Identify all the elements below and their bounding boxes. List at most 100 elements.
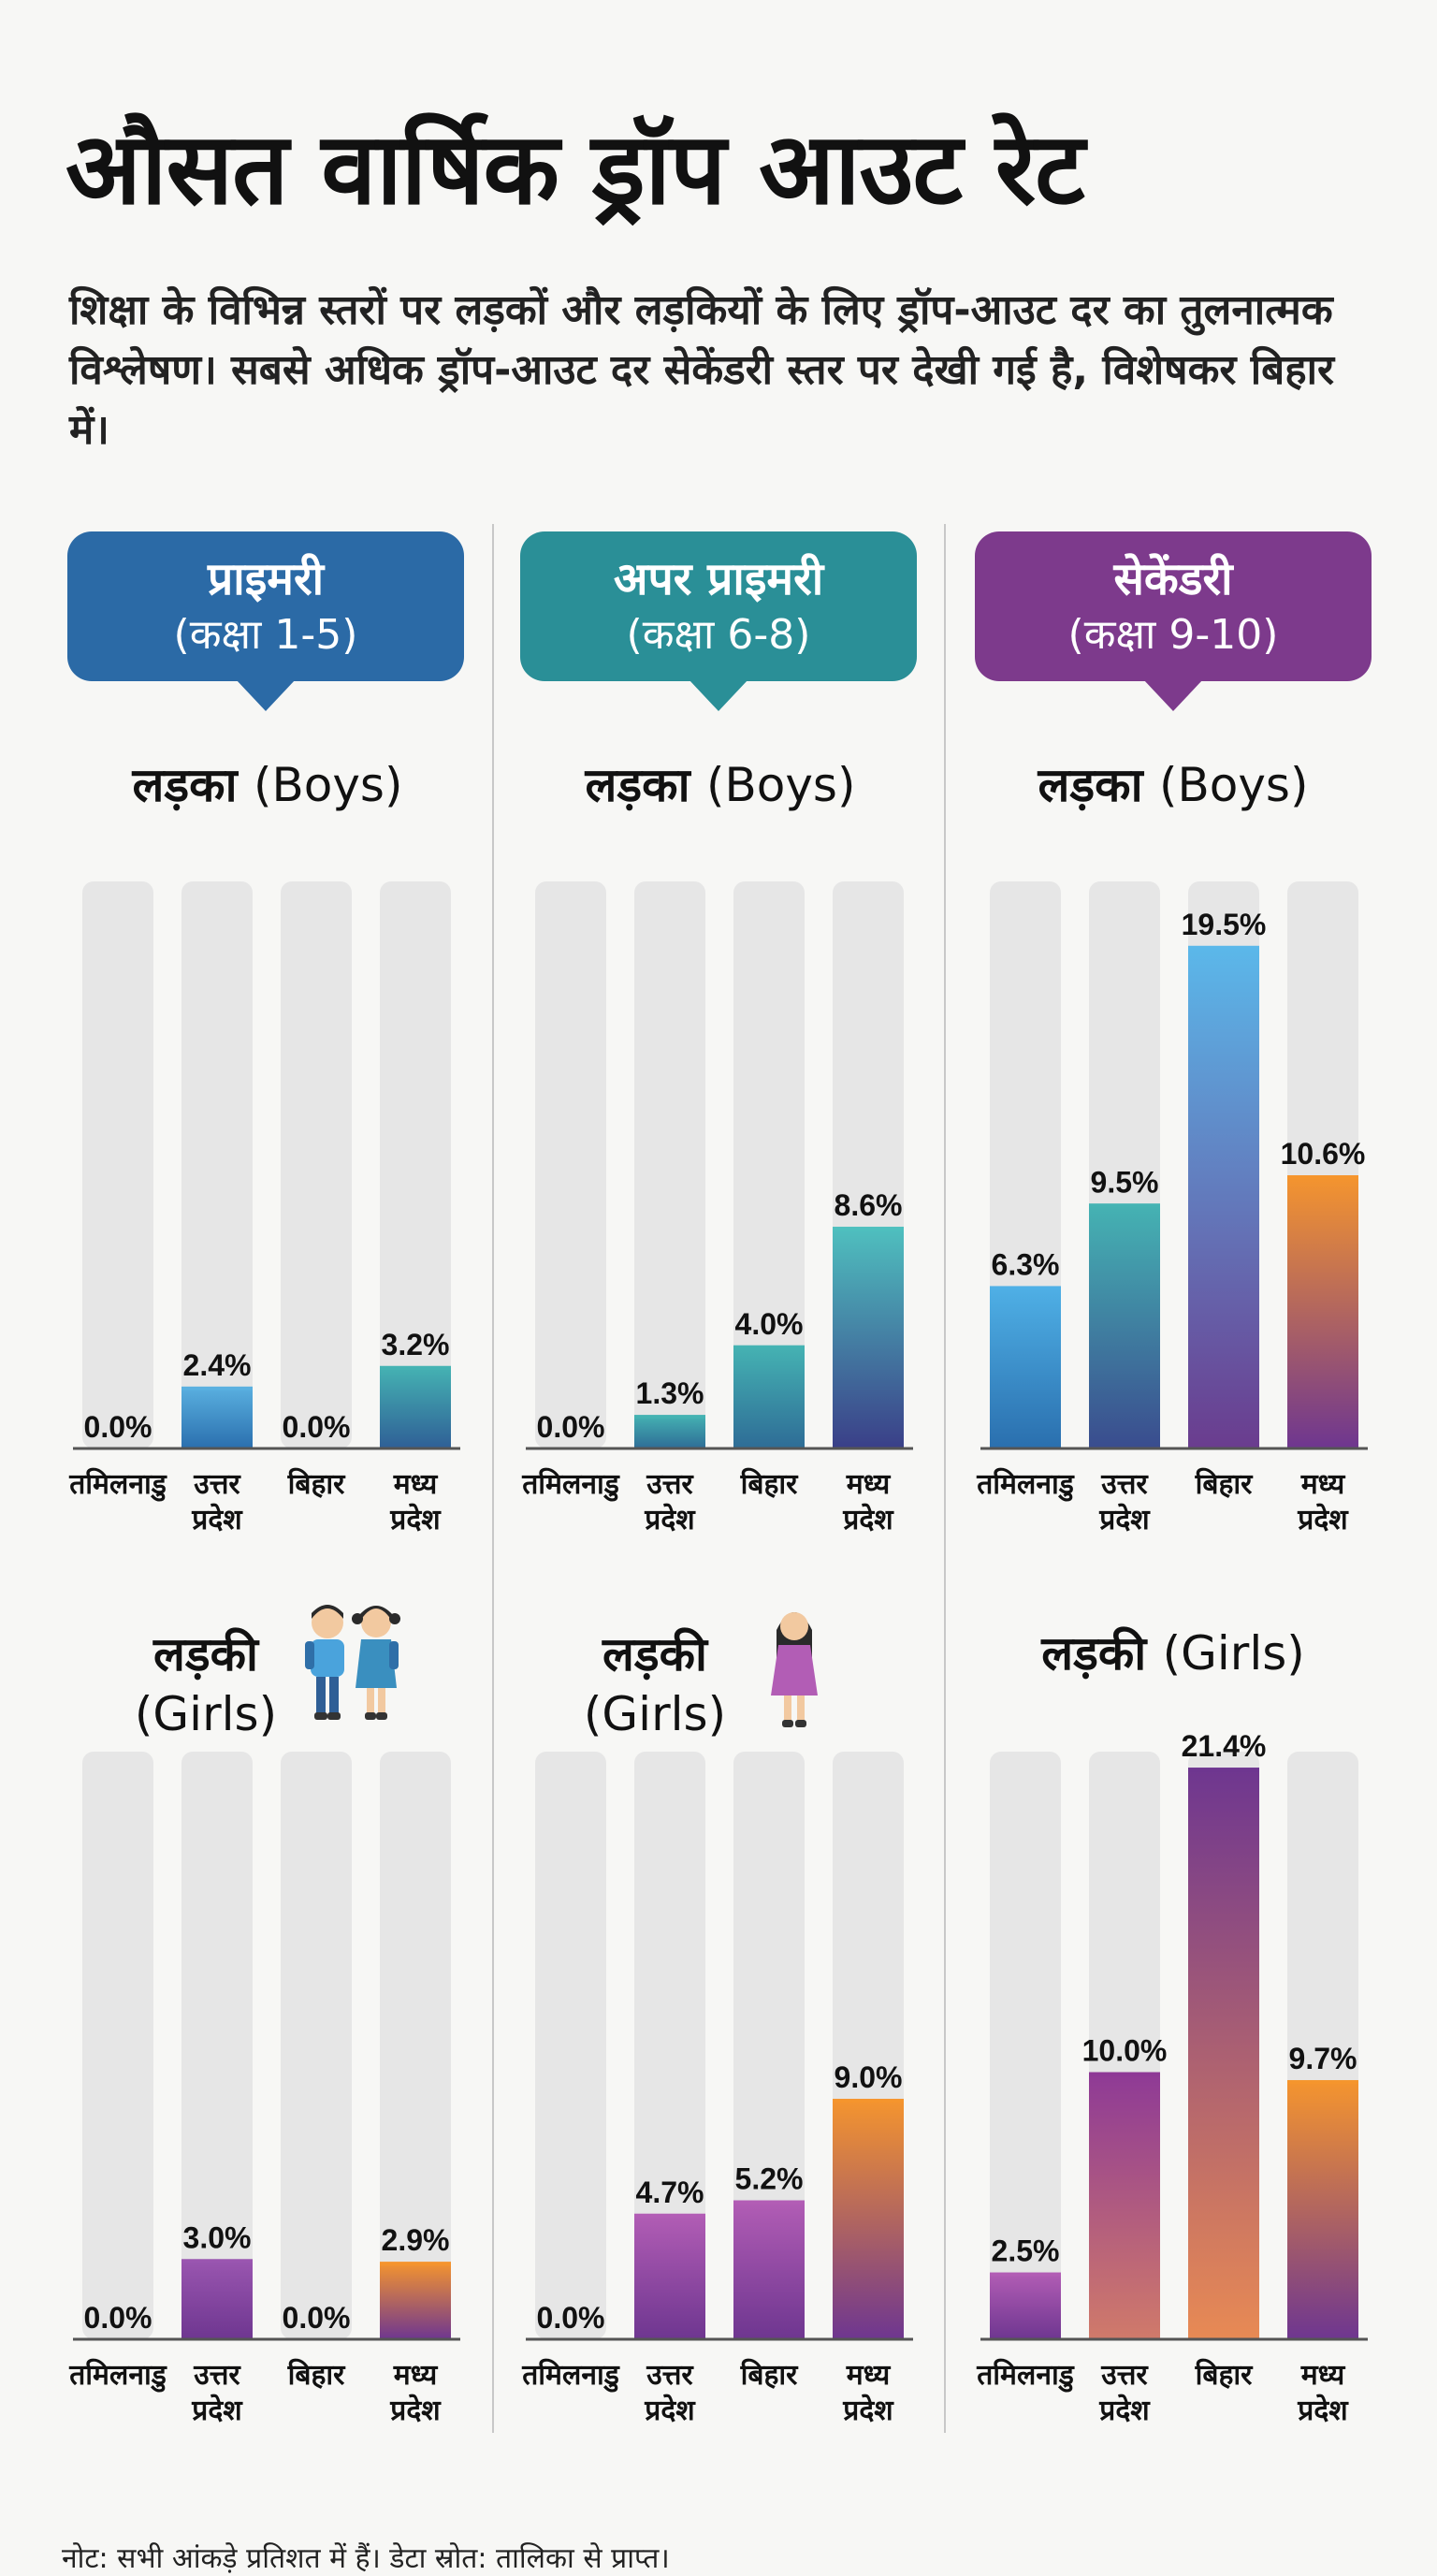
category-label: उत्तर (193, 1468, 241, 1501)
data-label: 10.6% (1281, 1137, 1366, 1171)
bar (634, 1415, 705, 1448)
bar (181, 2259, 253, 2339)
category-label: प्रदेश (1098, 2394, 1151, 2427)
bar-top-edge (1287, 2080, 1358, 2085)
bar (733, 2200, 805, 2339)
chart-panel: 2.5%तमिलनाडु10.0%उत्तरप्रदेश21.4%बिहार9.… (976, 1729, 1368, 2427)
column-divider (944, 524, 946, 2433)
bar-track (380, 1752, 451, 2339)
bar-top-edge (1188, 1768, 1259, 1772)
bar-top-edge (833, 1227, 904, 1231)
boys-label: लड़का (Boys) (1038, 758, 1309, 812)
bar-top-edge (1188, 945, 1259, 950)
bar (181, 1386, 253, 1448)
girls-label: लड़की (Girls) (1041, 1626, 1305, 1681)
page-title: औसत वार्षिक ड्रॉप आउट रेट (65, 111, 1085, 226)
bar (990, 1286, 1061, 1448)
data-label: 0.0% (537, 2301, 605, 2335)
bar-track (733, 1752, 805, 2339)
bar-track (380, 881, 451, 1448)
category-label: बिहार (1195, 1467, 1255, 1501)
girl-illustration-icon (771, 1612, 818, 1727)
level-subtitle: (कक्षा 6-8) (626, 611, 811, 659)
data-label: 4.0% (735, 1307, 804, 1341)
bar-top-edge (990, 2272, 1061, 2277)
bar-track (733, 881, 805, 1448)
category-label: मध्य (846, 1468, 892, 1501)
data-label: 2.5% (992, 2234, 1060, 2268)
category-label: प्रदेश (1297, 1503, 1349, 1536)
column-divider (492, 524, 494, 2433)
category-label: प्रदेश (842, 1503, 894, 1536)
category-label: बिहार (740, 1467, 800, 1501)
boys-label: लड़का (Boys) (132, 758, 403, 812)
category-label: मध्य (846, 2359, 892, 2392)
bar-top-edge (380, 1365, 451, 1370)
data-label: 9.5% (1091, 1165, 1159, 1199)
bar (634, 2213, 705, 2339)
category-label: मध्य (1300, 2359, 1346, 2392)
bar-top-edge (181, 2259, 253, 2263)
bar-top-edge (1089, 1203, 1160, 1208)
category-label: प्रदेश (644, 2394, 696, 2427)
girls-label: लड़की (Girls) (583, 1627, 727, 1741)
girls-label: लड़की (Girls) (134, 1627, 278, 1741)
data-label: 0.0% (537, 1410, 605, 1444)
bar-track (181, 881, 253, 1448)
boys-label: लड़का (Boys) (585, 758, 856, 812)
bar-top-edge (380, 2262, 451, 2266)
category-label: उत्तर (646, 1468, 694, 1501)
bar (380, 1365, 451, 1448)
bar-track (82, 881, 153, 1448)
bar (1089, 2072, 1160, 2339)
data-label: 9.0% (835, 2060, 903, 2094)
bar (833, 2099, 904, 2339)
chart-panel: 0.0%तमिलनाडु1.3%उत्तरप्रदेश4.0%बिहार8.6%… (521, 881, 913, 1536)
category-label: प्रदेश (1297, 2394, 1349, 2427)
bar-top-edge (181, 1386, 253, 1390)
category-label: प्रदेश (191, 2394, 243, 2427)
level-header-primary: प्राइमरी (कक्षा 1-5) (67, 531, 464, 711)
level-title: प्राइमरी (207, 553, 325, 605)
category-label: तमिलनाडु (976, 1467, 1075, 1502)
category-label: उत्तर (193, 2359, 241, 2392)
category-label: प्रदेश (644, 1503, 696, 1536)
level-subtitle: (कक्षा 9-10) (1067, 611, 1279, 659)
data-label: 0.0% (84, 1410, 152, 1444)
bar (380, 2262, 451, 2339)
category-label: मध्य (1300, 1468, 1346, 1501)
bar (733, 1345, 805, 1448)
level-header-upper-primary: अपर प्राइमरी (कक्षा 6-8) (520, 531, 917, 711)
category-label: बिहार (287, 2358, 347, 2392)
category-label: मध्य (393, 1468, 439, 1501)
data-label: 2.4% (183, 1348, 252, 1382)
bar (1089, 1203, 1160, 1448)
bar (1287, 2080, 1358, 2339)
bar-top-edge (990, 1286, 1061, 1290)
bar-track (634, 1752, 705, 2339)
category-label: तमिलनाडु (521, 2358, 620, 2393)
category-label: तमिलनाडु (521, 1467, 620, 1502)
bar-top-edge (733, 1345, 805, 1349)
data-label: 10.0% (1082, 2034, 1168, 2068)
bar-track (634, 881, 705, 1448)
footnote: नोट: सभी आंकड़े प्रतिशत में हैं। डेटा स्… (62, 2542, 670, 2575)
bar (1287, 1175, 1358, 1448)
category-label: प्रदेश (1098, 1503, 1151, 1536)
bar-track (535, 1752, 606, 2339)
bar (1188, 1768, 1259, 2339)
bar-top-edge (833, 2099, 904, 2103)
bar-top-edge (733, 2200, 805, 2205)
data-label: 2.9% (382, 2223, 450, 2257)
category-label: तमिलनाडु (976, 2358, 1075, 2393)
bar-track (281, 1752, 352, 2339)
bar (1188, 945, 1259, 1448)
data-label: 19.5% (1182, 908, 1267, 941)
chart-panel: 0.0%तमिलनाडु3.0%उत्तरप्रदेश0.0%बिहार2.9%… (68, 1752, 460, 2427)
chart-panel: 0.0%तमिलनाडु4.7%उत्तरप्रदेश5.2%बिहार9.0%… (521, 1752, 913, 2427)
data-label: 0.0% (283, 2301, 351, 2335)
category-label: प्रदेश (389, 2394, 442, 2427)
bar-track (535, 881, 606, 1448)
bar-top-edge (634, 2213, 705, 2218)
category-label: उत्तर (1100, 2359, 1149, 2392)
